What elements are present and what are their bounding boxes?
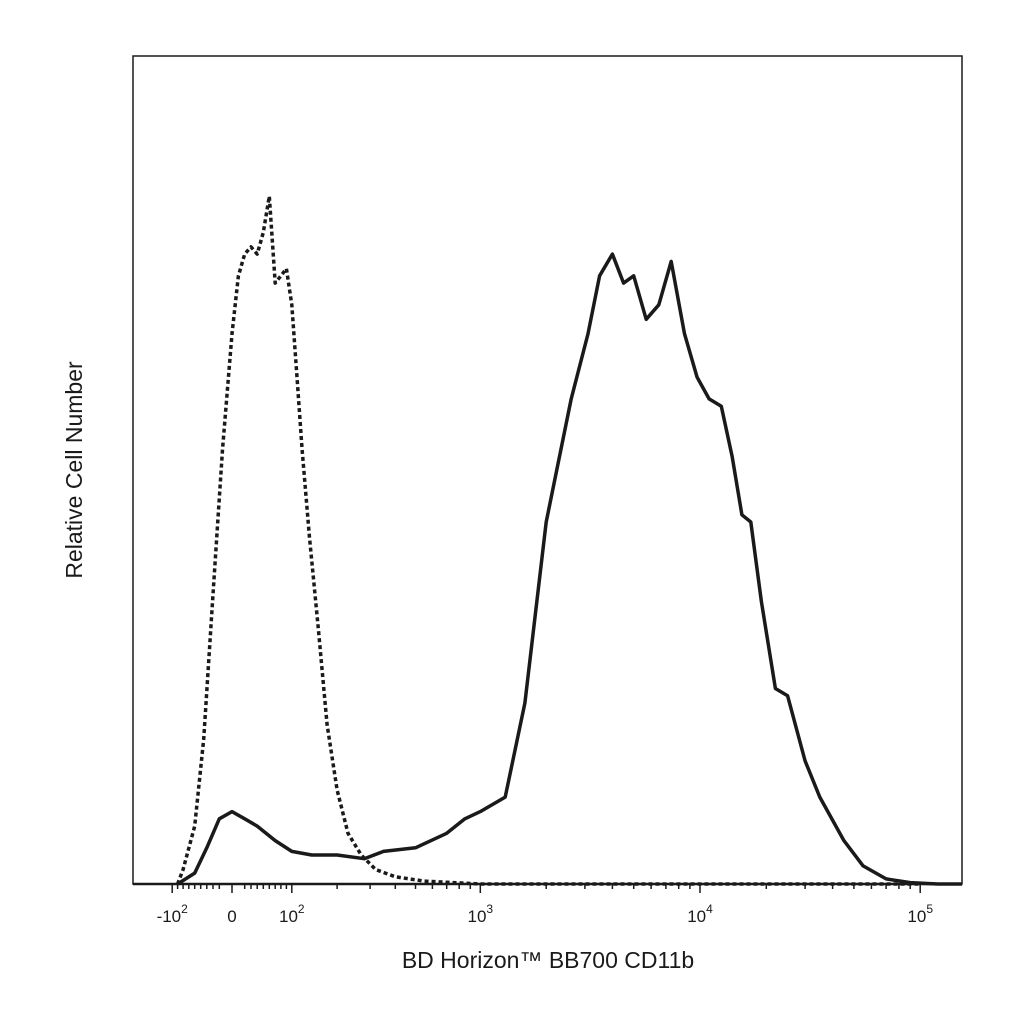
x-tick-label: 0 [227, 907, 236, 926]
solid-histogram-line [176, 252, 962, 886]
x-tick-label: 103 [467, 902, 493, 926]
plot-frame [132, 55, 963, 885]
series-group [175, 194, 962, 886]
x-tick-label: 105 [907, 902, 933, 926]
dotted-histogram-line [175, 194, 921, 886]
x-axis-title: BD Horizon™ BB700 CD11b [402, 947, 694, 973]
x-tick-label: -102 [157, 902, 189, 926]
x-ticks: -102 0 102 103 104 105 [157, 884, 933, 926]
x-tick-label: 104 [687, 902, 713, 926]
x-tick-label: 102 [279, 902, 305, 926]
y-axis-title: Relative Cell Number [61, 361, 87, 579]
